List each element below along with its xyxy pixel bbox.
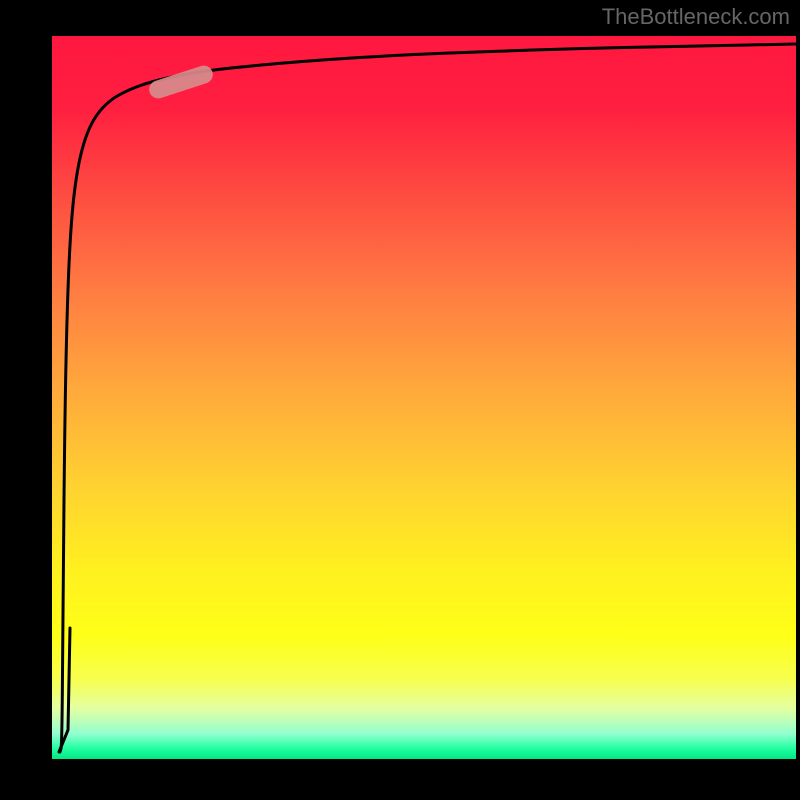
plot-area (52, 36, 796, 759)
chart-container: TheBottleneck.com (0, 0, 800, 800)
watermark-text: TheBottleneck.com (602, 4, 790, 30)
chart-svg (0, 0, 800, 800)
